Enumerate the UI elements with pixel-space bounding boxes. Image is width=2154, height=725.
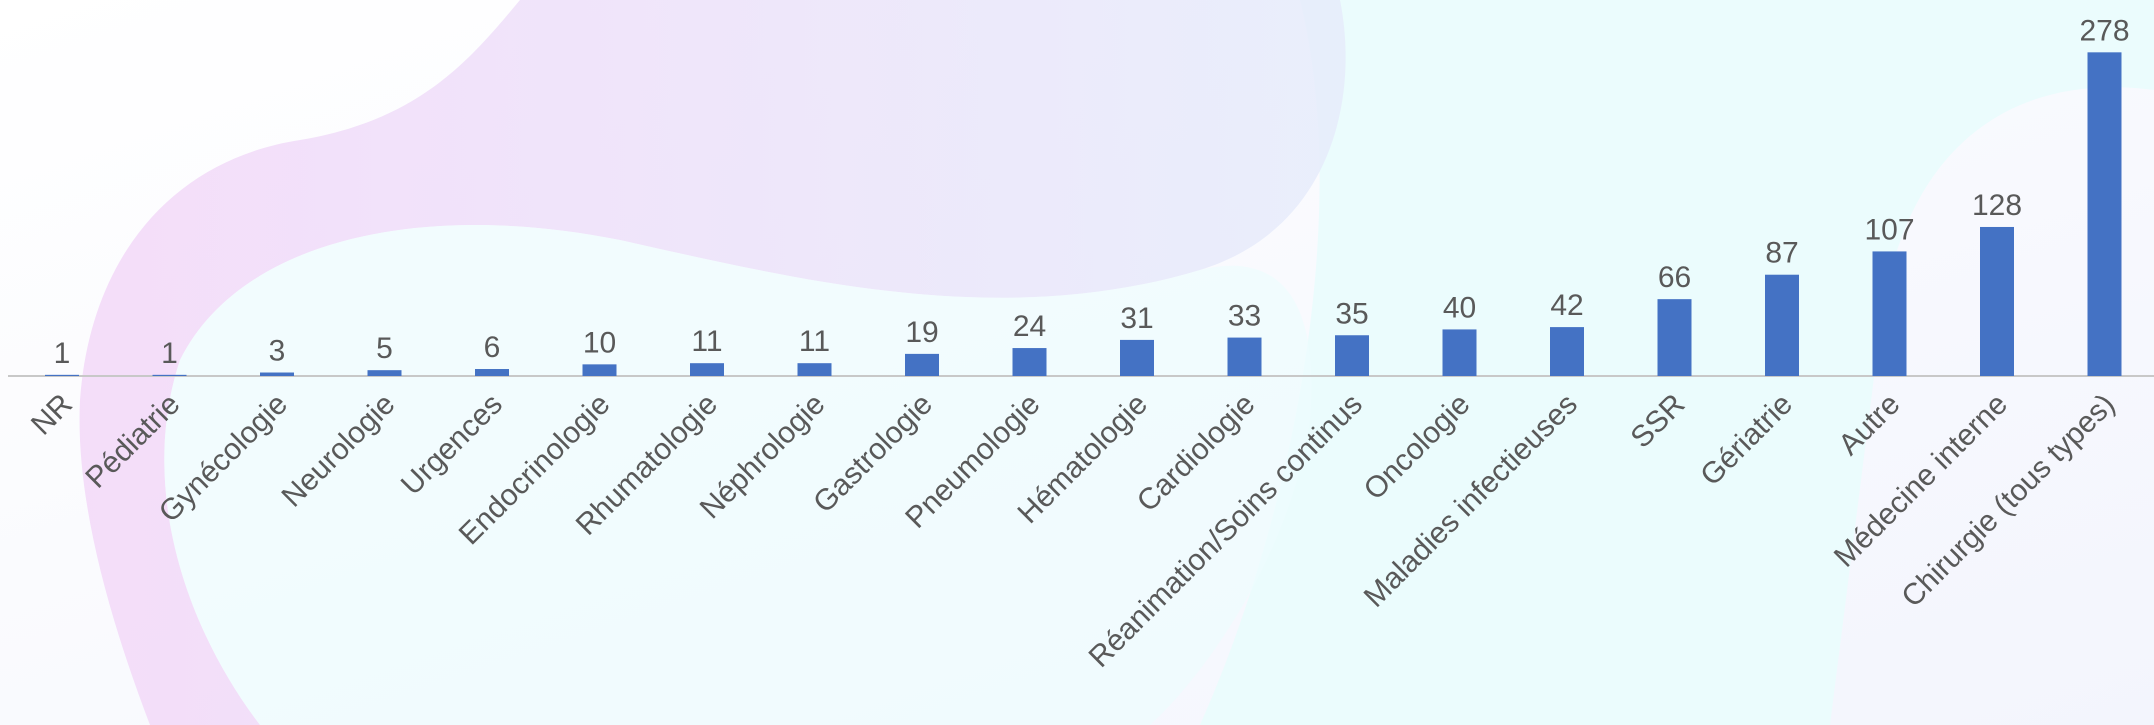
- bar: [1335, 335, 1369, 376]
- bar: [45, 374, 79, 376]
- value-label: 1: [54, 337, 71, 370]
- value-label: 128: [1972, 189, 2022, 222]
- value-label: 87: [1765, 237, 1798, 270]
- value-label: 24: [1013, 310, 1046, 343]
- value-label: 33: [1228, 300, 1261, 333]
- value-label: 66: [1658, 261, 1691, 294]
- bar: [905, 353, 939, 376]
- value-label: 40: [1443, 291, 1476, 324]
- value-label: 19: [905, 316, 938, 349]
- bar: [690, 363, 724, 376]
- value-label: 6: [484, 331, 501, 364]
- bar: [582, 364, 617, 376]
- value-label: 1: [161, 337, 178, 370]
- value-label: 31: [1120, 302, 1153, 335]
- bar: [1120, 339, 1154, 376]
- bar: [260, 372, 294, 376]
- value-label: 35: [1335, 297, 1368, 330]
- bar: [152, 374, 187, 376]
- bar: [1872, 251, 1907, 376]
- value-label: 11: [799, 325, 830, 358]
- bar: [1012, 348, 1047, 376]
- value-label: 10: [583, 326, 616, 359]
- bar: [1765, 274, 1799, 376]
- value-label: 5: [376, 332, 393, 365]
- value-label: 42: [1550, 289, 1583, 322]
- bar: [2087, 52, 2122, 376]
- bar: [1442, 329, 1477, 376]
- bar: [1550, 327, 1584, 376]
- bar: [475, 369, 509, 376]
- bar: [1980, 226, 2014, 376]
- bar: [1227, 337, 1262, 376]
- value-label: 278: [2079, 14, 2129, 47]
- value-label: 3: [269, 335, 286, 368]
- value-label: 107: [1864, 213, 1914, 246]
- bar: [797, 363, 832, 376]
- bar: [367, 370, 402, 376]
- value-label: 11: [691, 325, 722, 358]
- bar: [1657, 299, 1692, 376]
